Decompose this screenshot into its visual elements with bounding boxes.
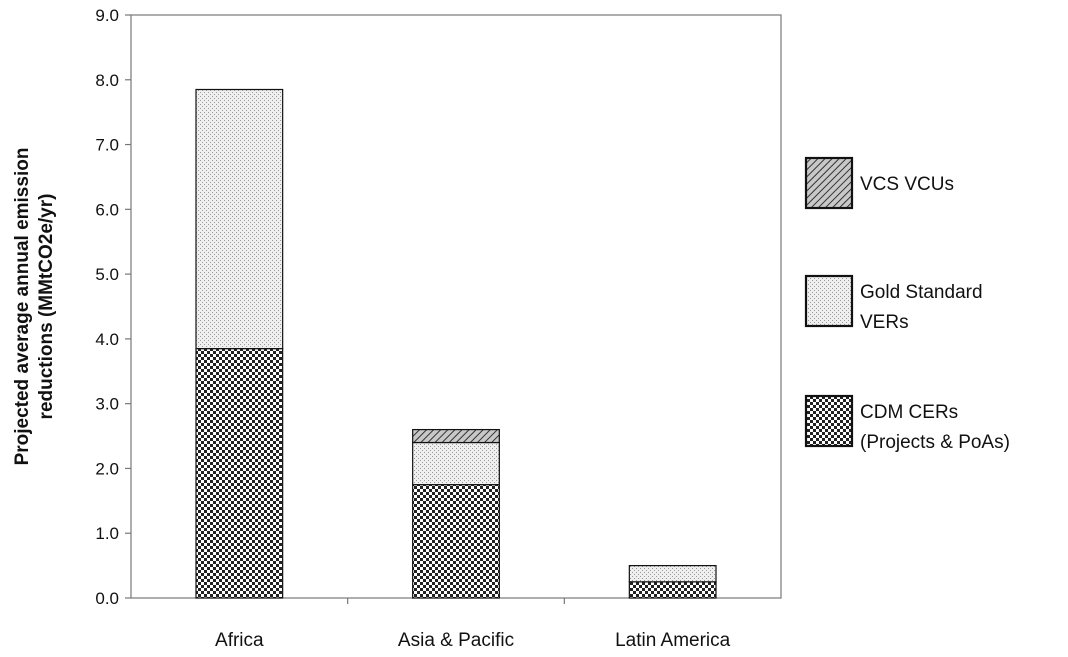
y-tick-label: 2.0 (95, 459, 119, 478)
legend-swatch-hatch (804, 156, 854, 210)
x-category-label: Latin America (615, 630, 731, 651)
bar-segment-checker (195, 348, 284, 599)
y-tick-label: 0.0 (95, 589, 119, 608)
legend: VCS VCUs Gold Standard VERs CDM CERs (Projec… (804, 156, 1010, 453)
legend-label: VCS VCUs (860, 174, 954, 195)
y-tick-label: 1.0 (95, 524, 119, 543)
y-tick-label: 8.0 (95, 71, 119, 90)
legend-label: CDM CERs (860, 402, 958, 423)
bar-segment-dots (628, 565, 717, 583)
y-axis-title-line: reductions (MMtCO2e/yr) (36, 194, 57, 420)
bar-segment-dots (412, 441, 500, 486)
y-tick-label: 5.0 (95, 265, 119, 284)
y-axis-label: Projected average annual emission reducti… (12, 148, 57, 466)
bar-segment-dots (195, 88, 284, 350)
x-axis: Africa Asia & Pacific Latin America (215, 598, 731, 651)
x-category-label: Asia & Pacific (398, 630, 514, 651)
bars (195, 88, 717, 599)
y-axis: 0.0 1.0 2.0 3.0 4.0 5.0 6.0 7.0 8.0 9.0 (95, 6, 131, 608)
y-tick-label: 3.0 (95, 395, 119, 414)
y-tick-label: 9.0 (95, 6, 119, 25)
x-category-label: Africa (215, 630, 264, 651)
bar-segment-checker (628, 581, 717, 599)
y-tick-label: 6.0 (95, 200, 119, 219)
bar-segment-hatch (412, 428, 500, 444)
y-tick-label: 7.0 (95, 136, 119, 155)
y-tick-label: 4.0 (95, 330, 119, 349)
bar-segment-checker (412, 484, 500, 599)
legend-swatch-checker (804, 394, 854, 448)
legend-label: VERs (860, 312, 909, 333)
y-axis-title-line: Projected average annual emission (12, 148, 33, 466)
legend-label: (Projects & PoAs) (860, 432, 1010, 453)
legend-swatch-dots (804, 274, 854, 328)
legend-label: Gold Standard (860, 282, 983, 303)
